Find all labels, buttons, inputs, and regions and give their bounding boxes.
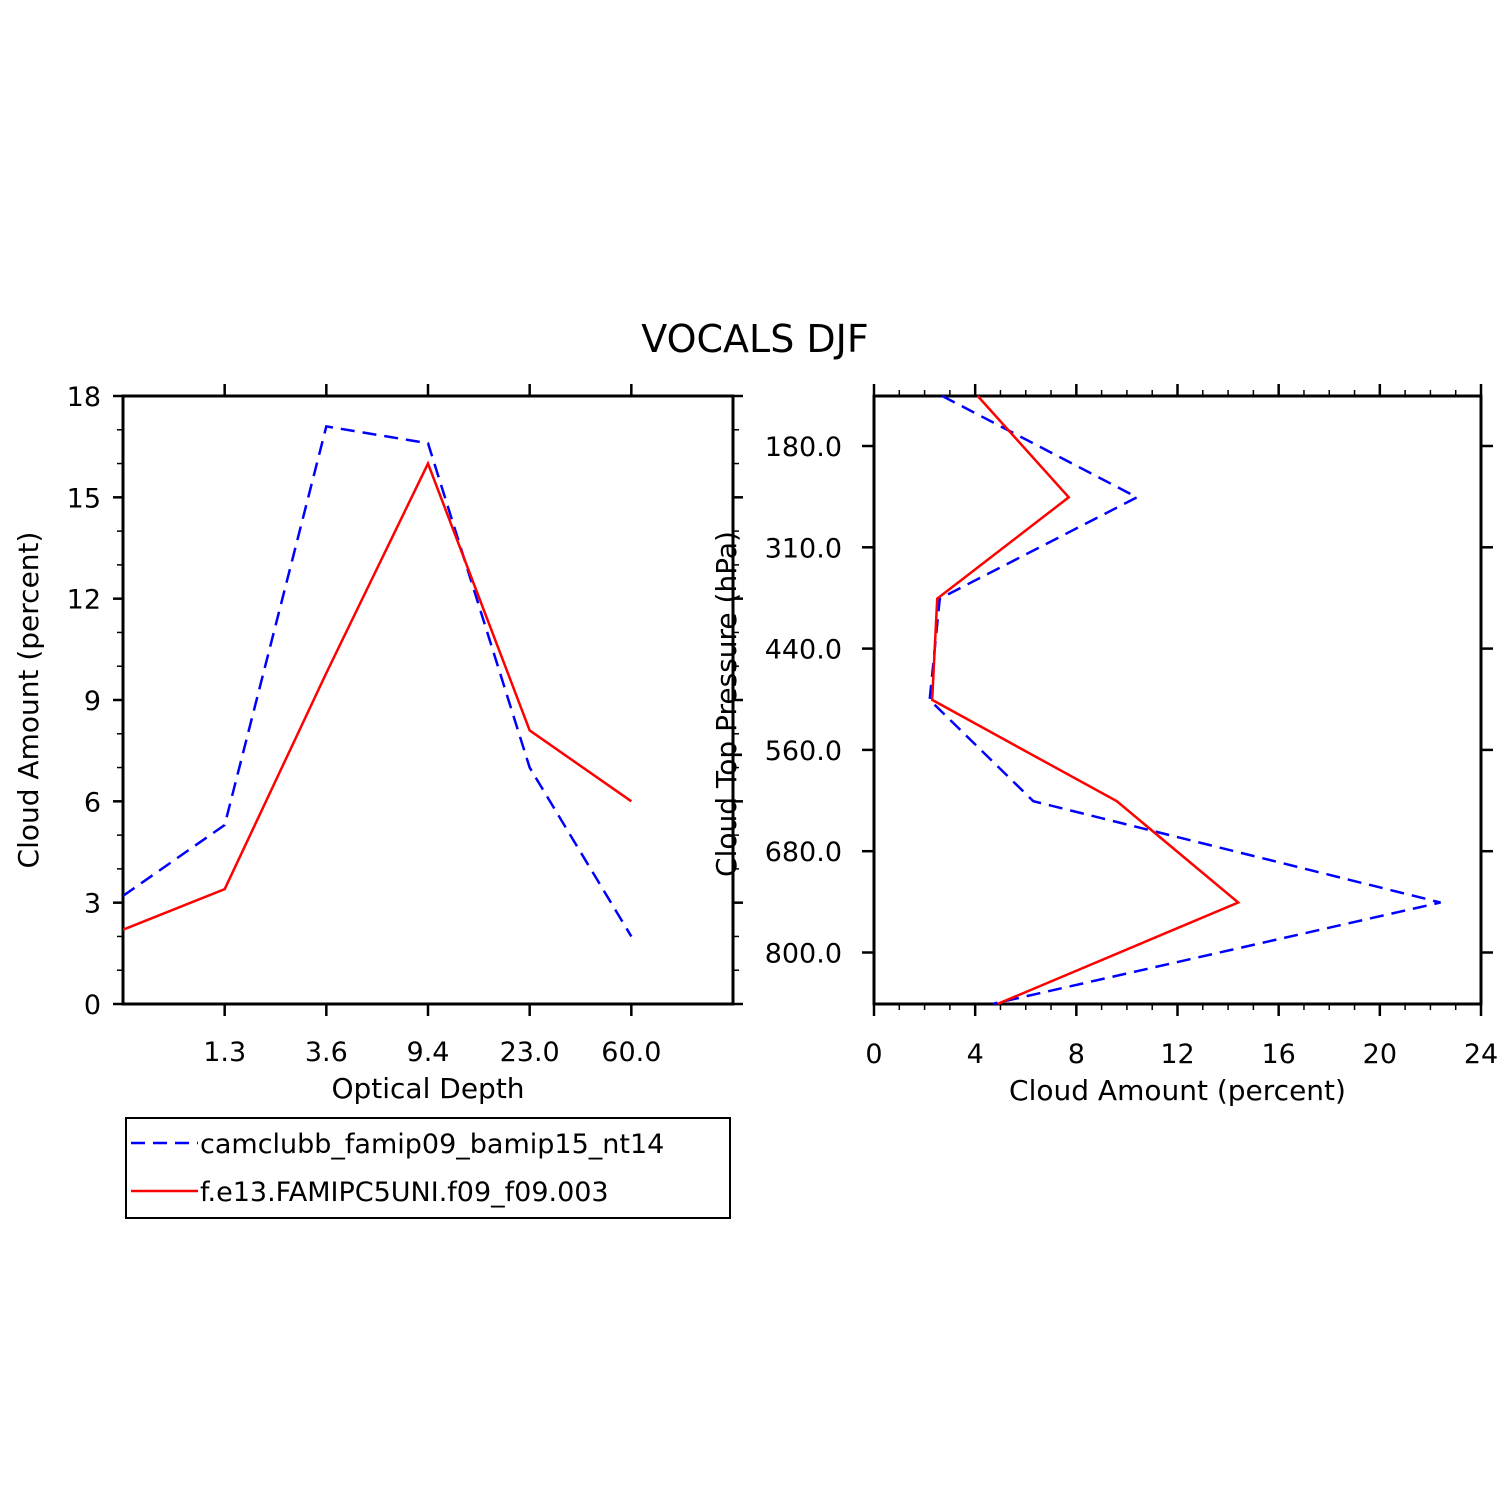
x-tick-label: 12 bbox=[1160, 1039, 1194, 1070]
y-tick-label: 310.0 bbox=[765, 533, 842, 564]
y-tick-label: 180.0 bbox=[765, 432, 842, 463]
y-tick-label: 15 bbox=[67, 483, 101, 514]
x-tick-label: 4 bbox=[967, 1039, 984, 1070]
y-tick-label: 800.0 bbox=[765, 939, 842, 970]
series-line-2 bbox=[930, 395, 1241, 1005]
series-line-2 bbox=[123, 460, 633, 931]
y-tick-label: 560.0 bbox=[765, 736, 842, 767]
figure-title: VOCALS DJF bbox=[641, 317, 868, 361]
x-axis-label: Optical Depth bbox=[331, 1072, 524, 1105]
x-tick-label: 23.0 bbox=[500, 1037, 560, 1068]
x-tick-label: 9.4 bbox=[407, 1037, 450, 1068]
x-axis-label: Cloud Amount (percent) bbox=[1009, 1074, 1346, 1107]
legend-label-series2: f.e13.FAMIPC5UNI.f09_f09.003 bbox=[200, 1177, 609, 1208]
y-tick-label: 440.0 bbox=[765, 635, 842, 666]
y-tick-label: 12 bbox=[67, 585, 101, 616]
legend-label-series1: camclubb_famip09_bamip15_nt14 bbox=[200, 1129, 664, 1160]
cloud-top-pressure-panel: 0 4 8 12 16 20 24 180.0 310.0 440.0 560.0 680.0 800.… bbox=[710, 384, 1498, 1107]
y-tick-label: 680.0 bbox=[765, 837, 842, 868]
y-tick-label: 3 bbox=[84, 889, 101, 920]
optical-depth-panel: 0 3 6 9 12 15 18 1.3 3.6 9.4 23.0 60.0 Optical Depth… bbox=[12, 382, 743, 1105]
legend: camclubb_famip09_bamip15_nt14 f.e13.FAMI… bbox=[125, 1117, 731, 1219]
x-tick-label: 20 bbox=[1363, 1039, 1397, 1070]
x-tick-label: 0 bbox=[865, 1039, 882, 1070]
x-tick-label: 24 bbox=[1464, 1039, 1498, 1070]
x-tick-label: 1.3 bbox=[203, 1037, 246, 1068]
x-tick-label: 60.0 bbox=[601, 1037, 661, 1068]
legend-box bbox=[125, 1117, 731, 1219]
plot-frame-right bbox=[872, 394, 1483, 1006]
plot-frame-left bbox=[121, 394, 735, 1006]
series-line-1 bbox=[928, 394, 1441, 1006]
series-line-1 bbox=[123, 424, 633, 938]
x-tick-label: 8 bbox=[1068, 1039, 1085, 1070]
x-tick-label: 16 bbox=[1261, 1039, 1295, 1070]
x-tick-label: 3.6 bbox=[305, 1037, 348, 1068]
y-tick-label: 6 bbox=[84, 787, 101, 818]
y-axis-label: Cloud Amount (percent) bbox=[12, 532, 45, 869]
y-tick-label: 0 bbox=[84, 990, 101, 1021]
y-tick-label: 18 bbox=[67, 382, 101, 413]
y-tick-label: 9 bbox=[84, 686, 101, 717]
y-axis-label: Cloud Top Pressure (hPa) bbox=[710, 531, 743, 877]
